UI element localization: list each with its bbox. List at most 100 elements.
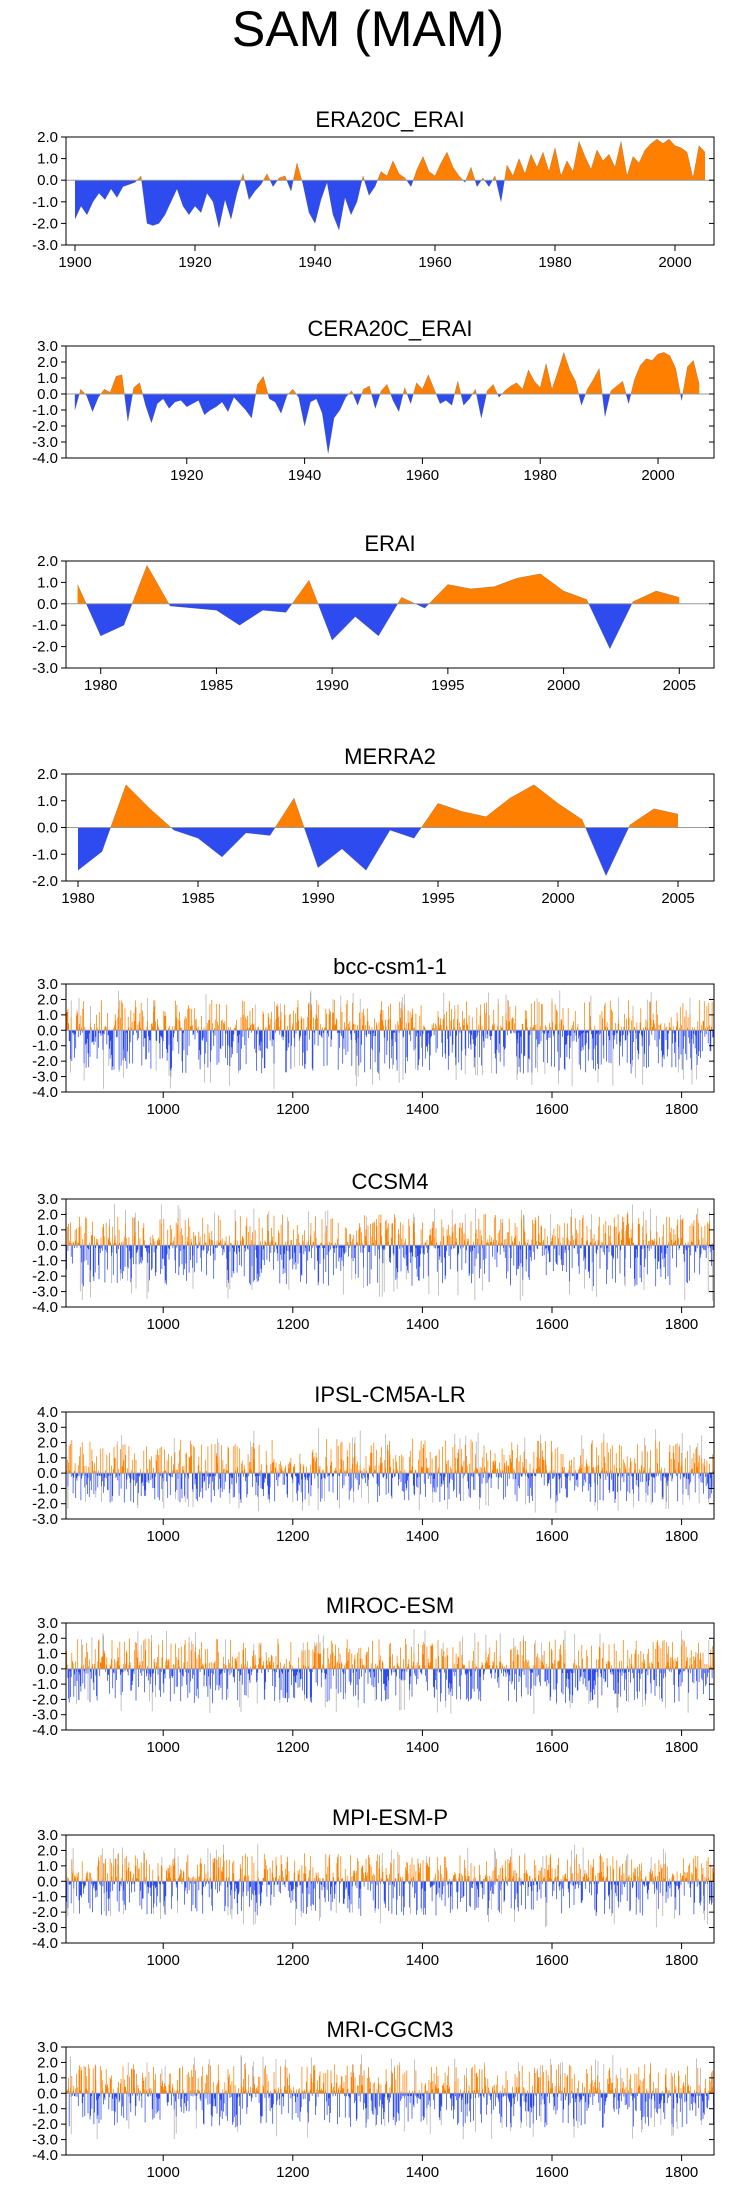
y-tick-label: 0.0 <box>37 2085 58 2102</box>
plot-frame <box>65 1198 715 1308</box>
y-tick-label: 0.0 <box>37 386 58 403</box>
y-tick-label: -4.0 <box>32 450 58 467</box>
x-tick-label: 2000 <box>547 677 580 694</box>
x-tick-label: 1960 <box>406 467 439 484</box>
y-tick-label: -2.0 <box>32 1053 58 1070</box>
y-tick-label: 2.0 <box>37 1630 58 1647</box>
y-tick-label: 0.0 <box>37 1873 58 1890</box>
y-tick-label: -4.0 <box>32 1299 58 1316</box>
plot-area <box>66 1629 714 1714</box>
panel-5: CCSM4 3.02.01.00.0-1.0-2.0-3.0-4.0 1000 120… <box>32 1169 715 1333</box>
plot-area <box>77 564 680 650</box>
x-tick-label: 1600 <box>535 1316 568 1333</box>
panel-title: MPI-ESM-P <box>332 1805 448 1830</box>
x-tick-label: 1995 <box>431 677 464 694</box>
y-tick-label: -1.0 <box>32 617 58 634</box>
x-tick-label: 1000 <box>147 2164 180 2181</box>
negative-bars <box>66 1245 714 1287</box>
extreme-bars <box>70 990 697 1089</box>
x-tick-label: 1000 <box>147 1952 180 1969</box>
x-tick-label: 2000 <box>541 890 574 907</box>
panel-title: bcc-csm1-1 <box>333 954 447 979</box>
y-tick-label: 2.0 <box>37 553 58 570</box>
y-tick-label: 3.0 <box>37 338 58 355</box>
series-line <box>74 351 700 454</box>
y-tick-label: 0.0 <box>37 1237 58 1254</box>
plot-area <box>77 784 679 877</box>
negative-area <box>77 603 680 649</box>
x-tick-label: 1985 <box>181 890 214 907</box>
panel-6: IPSL-CM5A-LR 4.03.02.01.00.0-1.0-2.0-3.0 1… <box>32 1382 715 1545</box>
x-tick-label: 1800 <box>665 1316 698 1333</box>
x-tick-label: 1600 <box>535 2164 568 2181</box>
x-tick-label: 1900 <box>58 254 91 271</box>
y-tick-label: -3.0 <box>32 1069 58 1086</box>
y-tick-label: 1.0 <box>37 2070 58 2087</box>
negative-bars <box>67 1668 713 1704</box>
x-tick-label: 1980 <box>84 677 117 694</box>
bar-series <box>66 990 714 1089</box>
x-tick-label: 1200 <box>276 1316 309 1333</box>
plot-frame <box>65 136 715 246</box>
x-tick-label: 2000 <box>641 467 674 484</box>
y-tick-label: -2.0 <box>32 215 58 232</box>
panel-9: MRI-CGCM3 3.02.01.00.0-1.0-2.0-3.0-4.0 100… <box>32 2017 715 2181</box>
y-tick-label: 2.0 <box>37 129 58 146</box>
plot-frame <box>65 2046 715 2156</box>
y-tick-label: 2.0 <box>37 2054 58 2071</box>
y-tick-label: -2.0 <box>32 873 58 890</box>
y-tick-label: -3.0 <box>32 434 58 451</box>
positive-area <box>77 565 680 604</box>
y-tick-label: 2.0 <box>37 766 58 783</box>
panel-2: ERAI 2.0 1.0 0.0 -1.0 -2.0 -3.0 1980 1985 1990 199… <box>32 531 715 694</box>
y-tick-label: -1.0 <box>32 1480 58 1497</box>
y-tick-label: 2.0 <box>37 1435 58 1452</box>
y-tick-label: -3.0 <box>32 1511 58 1528</box>
extreme-bars <box>70 2054 703 2140</box>
y-tick-label: -3.0 <box>32 1920 58 1937</box>
positive-bars <box>66 999 713 1031</box>
panel-title: MRI-CGCM3 <box>326 2017 453 2042</box>
y-tick-label: 3.0 <box>37 976 58 993</box>
y-tick-label: -1.0 <box>32 1253 58 1270</box>
y-tick-label: 1.0 <box>37 1646 58 1663</box>
plot-area <box>66 1844 714 1928</box>
x-tick-label: 1000 <box>147 1101 180 1118</box>
plot-area <box>74 351 700 454</box>
positive-area <box>75 139 705 181</box>
plot-frame <box>65 1622 715 1731</box>
x-tick-label: 1200 <box>276 1528 309 1545</box>
y-tick-label: 1.0 <box>37 574 58 591</box>
x-tick-label: 1990 <box>315 677 348 694</box>
x-tick-label: 2000 <box>658 254 691 271</box>
panel-title: MIROC-ESM <box>326 1593 454 1618</box>
y-tick-label: -2.0 <box>32 1691 58 1708</box>
x-tick-label: 1200 <box>276 2164 309 2181</box>
negative-area <box>75 180 705 230</box>
y-tick-label: -3.0 <box>32 237 58 254</box>
y-tick-label: 2.0 <box>37 354 58 371</box>
x-tick-label: 1800 <box>665 1952 698 1969</box>
x-tick-label: 1400 <box>406 1528 439 1545</box>
x-tick-label: 1800 <box>665 1739 698 1756</box>
negative-bars <box>67 1473 713 1503</box>
plot-area <box>66 1203 714 1301</box>
plot-area <box>66 1428 714 1513</box>
positive-bars <box>66 1638 714 1669</box>
x-tick-label: 1980 <box>524 467 557 484</box>
y-tick-label: 1.0 <box>37 151 58 168</box>
panel-title: CERA20C_ERAI <box>307 316 472 341</box>
x-tick-label: 1600 <box>535 1528 568 1545</box>
bar-series <box>66 1629 714 1714</box>
x-tick-label: 1920 <box>170 467 203 484</box>
positive-area <box>74 352 700 394</box>
positive-bars <box>66 2064 714 2094</box>
panel-4: bcc-csm1-1 3.02.01.00.0-1.0-2.0-3.0-4.0 10… <box>32 954 715 1118</box>
y-tick-label: 1.0 <box>37 1222 58 1239</box>
x-tick-label: 1990 <box>301 890 334 907</box>
y-tick-label: 2.0 <box>37 991 58 1008</box>
x-tick-label: 1800 <box>665 1101 698 1118</box>
x-tick-label: 1600 <box>535 1952 568 1969</box>
